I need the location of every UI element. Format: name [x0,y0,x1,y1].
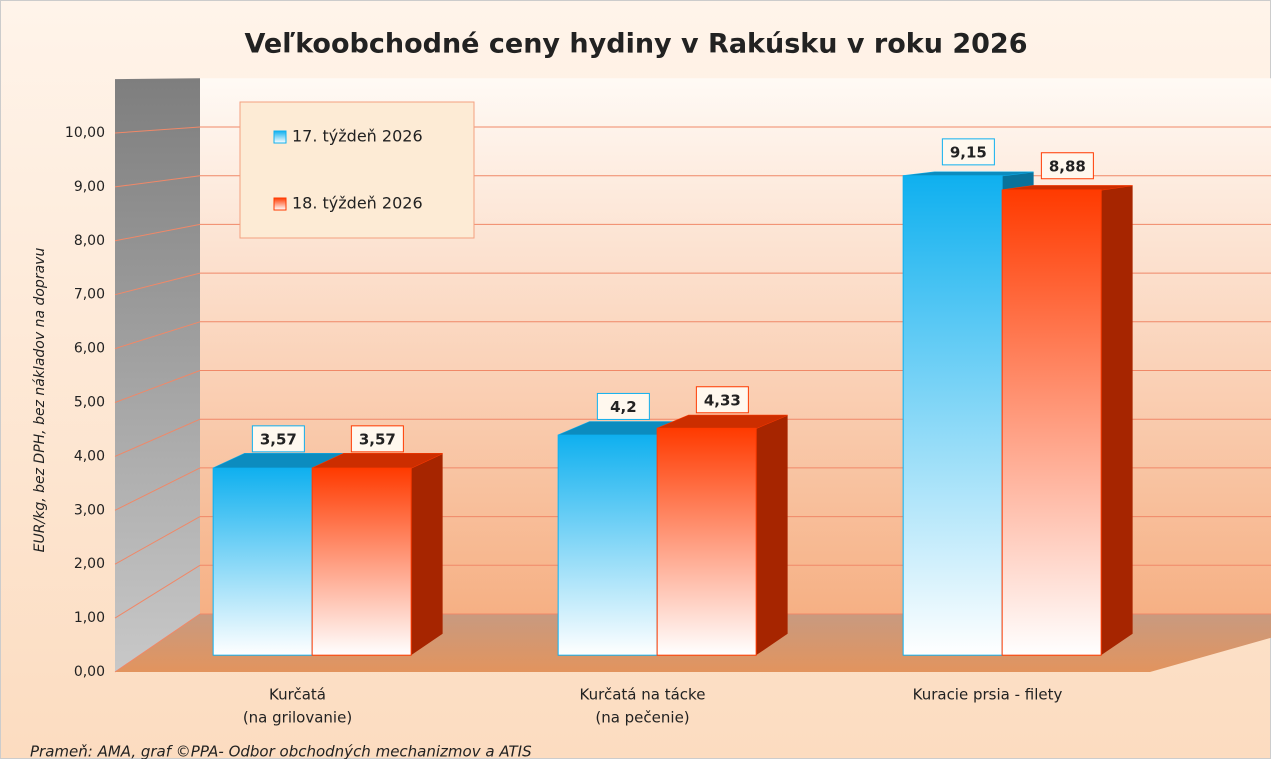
bar-top-shade [558,421,689,436]
legend-label: 18. týždeň 2026 [292,194,423,213]
y-tick-label: 4,00 [74,448,105,464]
x-tick-label: (na pečenie) [595,709,689,727]
side-grid-line [114,126,201,134]
legend-swatch [273,197,287,211]
bar-top-shade [312,453,443,469]
side-grid-line [114,370,201,403]
side-grid-line [114,272,201,296]
y-tick-label: 2,00 [74,556,105,572]
value-label: 4,2 [610,398,637,416]
source-note: Prameň: AMA, graf ©PPA- Odbor obchodných… [30,743,532,759]
legend-swatch [273,130,287,144]
bar-side [411,453,443,656]
legend-box [239,101,475,239]
bar-top-shade [903,171,1034,176]
bar-top-shade [657,415,788,429]
y-tick-label: 0,00 [74,664,105,680]
value-label-box [941,138,995,166]
side-grid-line [114,564,201,619]
value-label: 9,15 [950,143,987,161]
value-label-box [350,425,404,453]
y-tick-label: 10,00 [65,125,105,141]
y-tick-label: 1,00 [74,610,105,626]
y-tick-label: 7,00 [74,287,105,303]
bar-side-shade [756,415,788,656]
x-tick-label: Kuracie prsia - filety [913,686,1063,704]
bar-top-shade [213,453,344,469]
bar [656,427,757,656]
bar-side [1101,185,1133,656]
y-tick-label: 6,00 [74,341,105,357]
value-label: 8,88 [1049,157,1086,175]
y-tick-label: 9,00 [74,179,105,195]
bar-side [756,415,788,656]
x-tick-label: Kurčatá na tácke [580,686,706,704]
side-wall [115,78,200,673]
side-grid-line [114,418,201,457]
value-label: 4,33 [704,391,741,409]
value-label: 3,57 [359,430,396,448]
bar [902,175,1003,656]
bar [212,467,313,656]
bar-side-shade [1101,185,1133,656]
y-axis-label: EUR/kg, bez DPH, bez nákladov na dopravu [32,248,48,553]
y-tick-label: 8,00 [74,233,105,249]
y-tick-label: 3,00 [74,502,105,518]
bar-side-shade [411,453,443,656]
bar [557,434,658,656]
bar [311,467,412,656]
bar-top-shade [1002,185,1133,190]
side-grid-line [114,613,201,673]
side-grid-line [114,516,201,565]
side-grid-line [114,321,201,350]
side-grid-line [114,467,201,511]
x-tick-label: Kurčatá [269,686,326,704]
chart-title: Veľkoobchodné ceny hydiny v Rakúsku v ro… [245,29,1028,60]
value-label-box [695,386,749,414]
value-label-box [251,425,305,453]
bar [1001,189,1102,656]
value-label-box [596,392,650,420]
legend-label: 17. týždeň 2026 [292,127,423,146]
x-tick-label: (na grilovanie) [243,709,352,727]
y-tick-label: 5,00 [74,395,105,411]
value-label: 3,57 [260,430,297,448]
side-grid-line [114,223,201,242]
value-label-box [1040,152,1094,180]
side-grid-line [114,175,201,188]
